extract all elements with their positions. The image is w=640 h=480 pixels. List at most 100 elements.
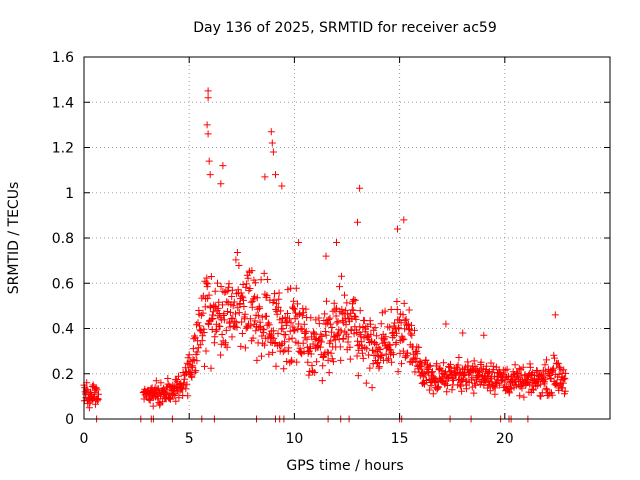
data-point <box>457 382 465 390</box>
data-point <box>533 367 541 375</box>
data-point <box>223 298 231 306</box>
data-point <box>320 353 327 360</box>
data-point <box>355 346 363 354</box>
data-point <box>543 356 550 364</box>
data-point <box>269 348 277 356</box>
data-points <box>80 87 570 423</box>
data-point <box>211 333 219 341</box>
data-point <box>356 323 364 331</box>
data-point <box>185 351 193 359</box>
data-point <box>216 323 224 330</box>
data-point <box>269 327 277 335</box>
data-point <box>278 319 286 327</box>
data-point <box>327 337 335 345</box>
data-point <box>183 380 191 388</box>
data-point <box>354 218 361 226</box>
data-point <box>330 332 338 340</box>
data-point <box>298 325 306 333</box>
data-point <box>204 294 212 302</box>
data-point <box>375 363 383 371</box>
data-point <box>224 287 232 295</box>
data-point <box>188 373 196 381</box>
data-point <box>377 320 385 328</box>
data-point <box>203 274 211 282</box>
data-point <box>371 324 379 332</box>
data-point <box>272 300 280 308</box>
data-point <box>409 358 417 366</box>
data-point <box>322 252 330 260</box>
data-point <box>268 139 276 147</box>
data-point <box>356 184 364 192</box>
data-point <box>175 394 183 402</box>
x-tick-label: 10 <box>285 431 303 447</box>
data-point <box>290 297 298 305</box>
data-point <box>307 314 315 322</box>
data-point <box>204 87 212 95</box>
data-point <box>228 333 236 341</box>
data-point <box>518 384 526 392</box>
data-point <box>201 362 208 370</box>
y-tick-label: 1.4 <box>52 95 74 111</box>
data-point <box>253 294 261 302</box>
data-point <box>254 312 262 320</box>
data-point <box>383 356 391 364</box>
data-point <box>297 325 305 333</box>
data-point <box>272 362 280 370</box>
data-point <box>553 379 561 387</box>
data-point <box>366 364 374 372</box>
data-point <box>238 318 246 326</box>
data-point <box>263 291 271 299</box>
data-point <box>411 326 418 334</box>
data-point <box>463 385 470 393</box>
data-point <box>477 358 485 366</box>
data-point <box>244 274 252 282</box>
data-point <box>246 285 254 292</box>
y-axis-label: SRMTID / TECUs <box>6 182 22 295</box>
data-point <box>390 351 397 359</box>
data-point <box>258 313 266 321</box>
data-point <box>299 339 307 347</box>
data-point <box>440 359 448 367</box>
data-point <box>413 350 421 358</box>
data-point <box>212 327 220 335</box>
data-point <box>194 319 202 327</box>
data-point <box>337 327 345 335</box>
data-point <box>420 370 428 377</box>
data-point <box>318 332 326 340</box>
data-point <box>362 379 370 387</box>
data-point <box>374 359 382 366</box>
data-point <box>205 157 213 165</box>
y-tick-label: 0.6 <box>52 276 74 292</box>
data-point <box>382 333 390 341</box>
data-point <box>204 280 212 288</box>
data-point <box>349 306 357 314</box>
data-point <box>265 350 273 358</box>
data-point <box>220 316 228 324</box>
data-point <box>333 304 340 312</box>
data-point <box>265 321 273 329</box>
data-point <box>401 317 409 325</box>
data-point <box>285 344 293 352</box>
data-point <box>394 368 402 376</box>
data-point <box>515 365 523 373</box>
data-point <box>315 320 323 328</box>
data-point <box>235 309 243 317</box>
grid <box>84 57 610 419</box>
data-point <box>421 380 428 388</box>
data-point <box>193 348 201 356</box>
data-point <box>351 312 358 320</box>
data-point <box>95 390 102 398</box>
data-point <box>219 162 227 170</box>
data-point <box>400 299 408 307</box>
data-point <box>203 121 211 129</box>
data-point <box>282 331 290 339</box>
chart-title: Day 136 of 2025, SRMTID for receiver ac5… <box>193 20 497 36</box>
data-point <box>561 375 569 383</box>
data-point <box>422 356 430 364</box>
data-point <box>311 369 319 376</box>
data-point <box>263 312 270 320</box>
x-axis-label: GPS time / hours <box>286 458 403 474</box>
data-point <box>291 326 299 334</box>
data-point <box>279 325 287 333</box>
data-point <box>559 379 567 387</box>
